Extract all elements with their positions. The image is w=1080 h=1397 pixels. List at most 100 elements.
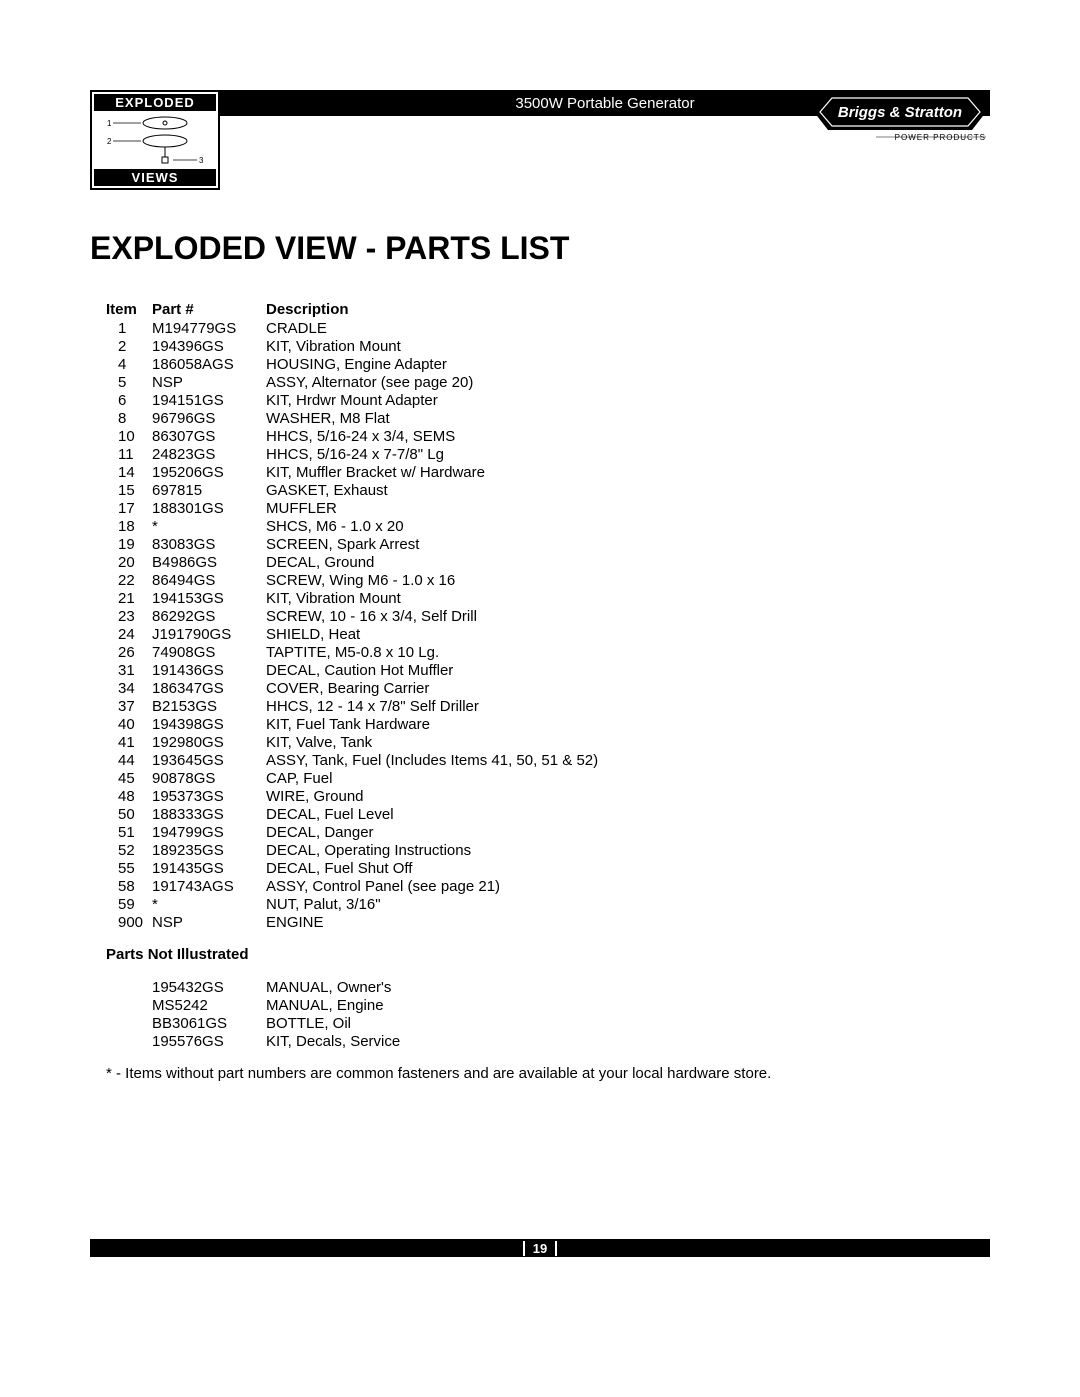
cell-item: 8	[106, 410, 152, 428]
cell-part: 90878GS	[152, 770, 266, 788]
cell-item: 44	[106, 752, 152, 770]
col-header-item: Item	[106, 301, 152, 318]
col-header-part: Part #	[152, 301, 266, 318]
cell-item: 52	[106, 842, 152, 860]
cell-part: MS5242	[152, 997, 266, 1015]
cell-item: 31	[106, 662, 152, 680]
cell-part: 186347GS	[152, 680, 266, 698]
table-row: MS5242MANUAL, Engine	[152, 997, 990, 1015]
col-header-desc: Description	[266, 301, 990, 318]
cell-item: 59	[106, 896, 152, 914]
cell-item: 23	[106, 608, 152, 626]
cell-item: 37	[106, 698, 152, 716]
cell-part: *	[152, 896, 266, 914]
cell-item: 22	[106, 572, 152, 590]
cell-desc: MUFFLER	[266, 500, 990, 518]
table-row: 6194151GSKIT, Hrdwr Mount Adapter	[106, 392, 990, 410]
footnote: * - Items without part numbers are commo…	[106, 1065, 990, 1082]
table-row: 2674908GSTAPTITE, M5-0.8 x 10 Lg.	[106, 644, 990, 662]
table-row: 4590878GSCAP, Fuel	[106, 770, 990, 788]
table-row: 34186347GSCOVER, Bearing Carrier	[106, 680, 990, 698]
table-row: 20B4986GSDECAL, Ground	[106, 554, 990, 572]
cell-desc: KIT, Vibration Mount	[266, 338, 990, 356]
page-title: EXPLODED VIEW - PARTS LIST	[90, 230, 990, 267]
cell-item: 4	[106, 356, 152, 374]
cell-item: 58	[106, 878, 152, 896]
cell-item: 6	[106, 392, 152, 410]
cell-desc: HHCS, 5/16-24 x 7-7/8" Lg	[266, 446, 990, 464]
page-number: 19	[523, 1241, 557, 1256]
cell-part: 186058AGS	[152, 356, 266, 374]
cell-item: 2	[106, 338, 152, 356]
cell-part: J191790GS	[152, 626, 266, 644]
table-row: 40194398GSKIT, Fuel Tank Hardware	[106, 716, 990, 734]
cell-item: 45	[106, 770, 152, 788]
table-row: 50188333GSDECAL, Fuel Level	[106, 806, 990, 824]
cell-desc: WASHER, M8 Flat	[266, 410, 990, 428]
not-illustrated-heading: Parts Not Illustrated	[106, 946, 990, 963]
cell-desc: KIT, Valve, Tank	[266, 734, 990, 752]
cell-desc: COVER, Bearing Carrier	[266, 680, 990, 698]
cell-desc: KIT, Decals, Service	[266, 1033, 990, 1051]
table-row: 17188301GSMUFFLER	[106, 500, 990, 518]
table-row: 59*NUT, Palut, 3/16"	[106, 896, 990, 914]
not-illustrated-table: 195432GSMANUAL, Owner'sMS5242MANUAL, Eng…	[152, 979, 990, 1051]
cell-part: M194779GS	[152, 320, 266, 338]
cell-part: 193645GS	[152, 752, 266, 770]
cell-desc: NUT, Palut, 3/16"	[266, 896, 990, 914]
cell-desc: DECAL, Fuel Level	[266, 806, 990, 824]
table-row: 18*SHCS, M6 - 1.0 x 20	[106, 518, 990, 536]
cell-item: 41	[106, 734, 152, 752]
cell-item: 14	[106, 464, 152, 482]
cell-desc: WIRE, Ground	[266, 788, 990, 806]
cell-desc: KIT, Muffler Bracket w/ Hardware	[266, 464, 990, 482]
table-row: 1124823GSHHCS, 5/16-24 x 7-7/8" Lg	[106, 446, 990, 464]
cell-item: 17	[106, 500, 152, 518]
cell-part: 195576GS	[152, 1033, 266, 1051]
table-row: 58191743AGSASSY, Control Panel (see page…	[106, 878, 990, 896]
briggs-stratton-logo: Briggs & Stratton POWER PRODUCTS	[800, 90, 990, 150]
table-row: 900NSPENGINE	[106, 914, 990, 932]
cell-desc: SCREW, Wing M6 - 1.0 x 16	[266, 572, 990, 590]
badge-diagram: 1 2 3	[94, 113, 216, 167]
cell-part: 195432GS	[152, 979, 266, 997]
cell-desc: DECAL, Caution Hot Muffler	[266, 662, 990, 680]
cell-desc: CRADLE	[266, 320, 990, 338]
table-row: 2194396GSKIT, Vibration Mount	[106, 338, 990, 356]
cell-part: 74908GS	[152, 644, 266, 662]
cell-part: NSP	[152, 374, 266, 392]
cell-desc: DECAL, Fuel Shut Off	[266, 860, 990, 878]
table-row: 896796GSWASHER, M8 Flat	[106, 410, 990, 428]
cell-item: 51	[106, 824, 152, 842]
cell-item: 21	[106, 590, 152, 608]
table-row: 48195373GSWIRE, Ground	[106, 788, 990, 806]
badge-top-text: EXPLODED	[94, 94, 216, 111]
cell-desc: HHCS, 12 - 14 x 7/8" Self Driller	[266, 698, 990, 716]
cell-item: 900	[106, 914, 152, 932]
cell-part: 86292GS	[152, 608, 266, 626]
table-row: 14195206GSKIT, Muffler Bracket w/ Hardwa…	[106, 464, 990, 482]
table-header: Item Part # Description	[106, 301, 990, 318]
cell-part: 195206GS	[152, 464, 266, 482]
cell-part: 194799GS	[152, 824, 266, 842]
table-row: 31191436GSDECAL, Caution Hot Muffler	[106, 662, 990, 680]
cell-desc: KIT, Fuel Tank Hardware	[266, 716, 990, 734]
table-row: 195432GSMANUAL, Owner's	[152, 979, 990, 997]
table-row: 24J191790GSSHIELD, Heat	[106, 626, 990, 644]
table-row: 2286494GSSCREW, Wing M6 - 1.0 x 16	[106, 572, 990, 590]
cell-part: 86494GS	[152, 572, 266, 590]
cell-part: 191435GS	[152, 860, 266, 878]
cell-part: 191436GS	[152, 662, 266, 680]
cell-item: 15	[106, 482, 152, 500]
cell-desc: ENGINE	[266, 914, 990, 932]
table-row: 37B2153GSHHCS, 12 - 14 x 7/8" Self Drill…	[106, 698, 990, 716]
svg-text:1: 1	[107, 119, 112, 128]
cell-part: 195373GS	[152, 788, 266, 806]
cell-item: 26	[106, 644, 152, 662]
cell-item: 20	[106, 554, 152, 572]
brand-sub: POWER PRODUCTS	[895, 133, 986, 142]
table-row: 15697815GASKET, Exhaust	[106, 482, 990, 500]
cell-part: 191743AGS	[152, 878, 266, 896]
badge-bottom-text: VIEWS	[94, 169, 216, 186]
table-row: 5NSPASSY, Alternator (see page 20)	[106, 374, 990, 392]
